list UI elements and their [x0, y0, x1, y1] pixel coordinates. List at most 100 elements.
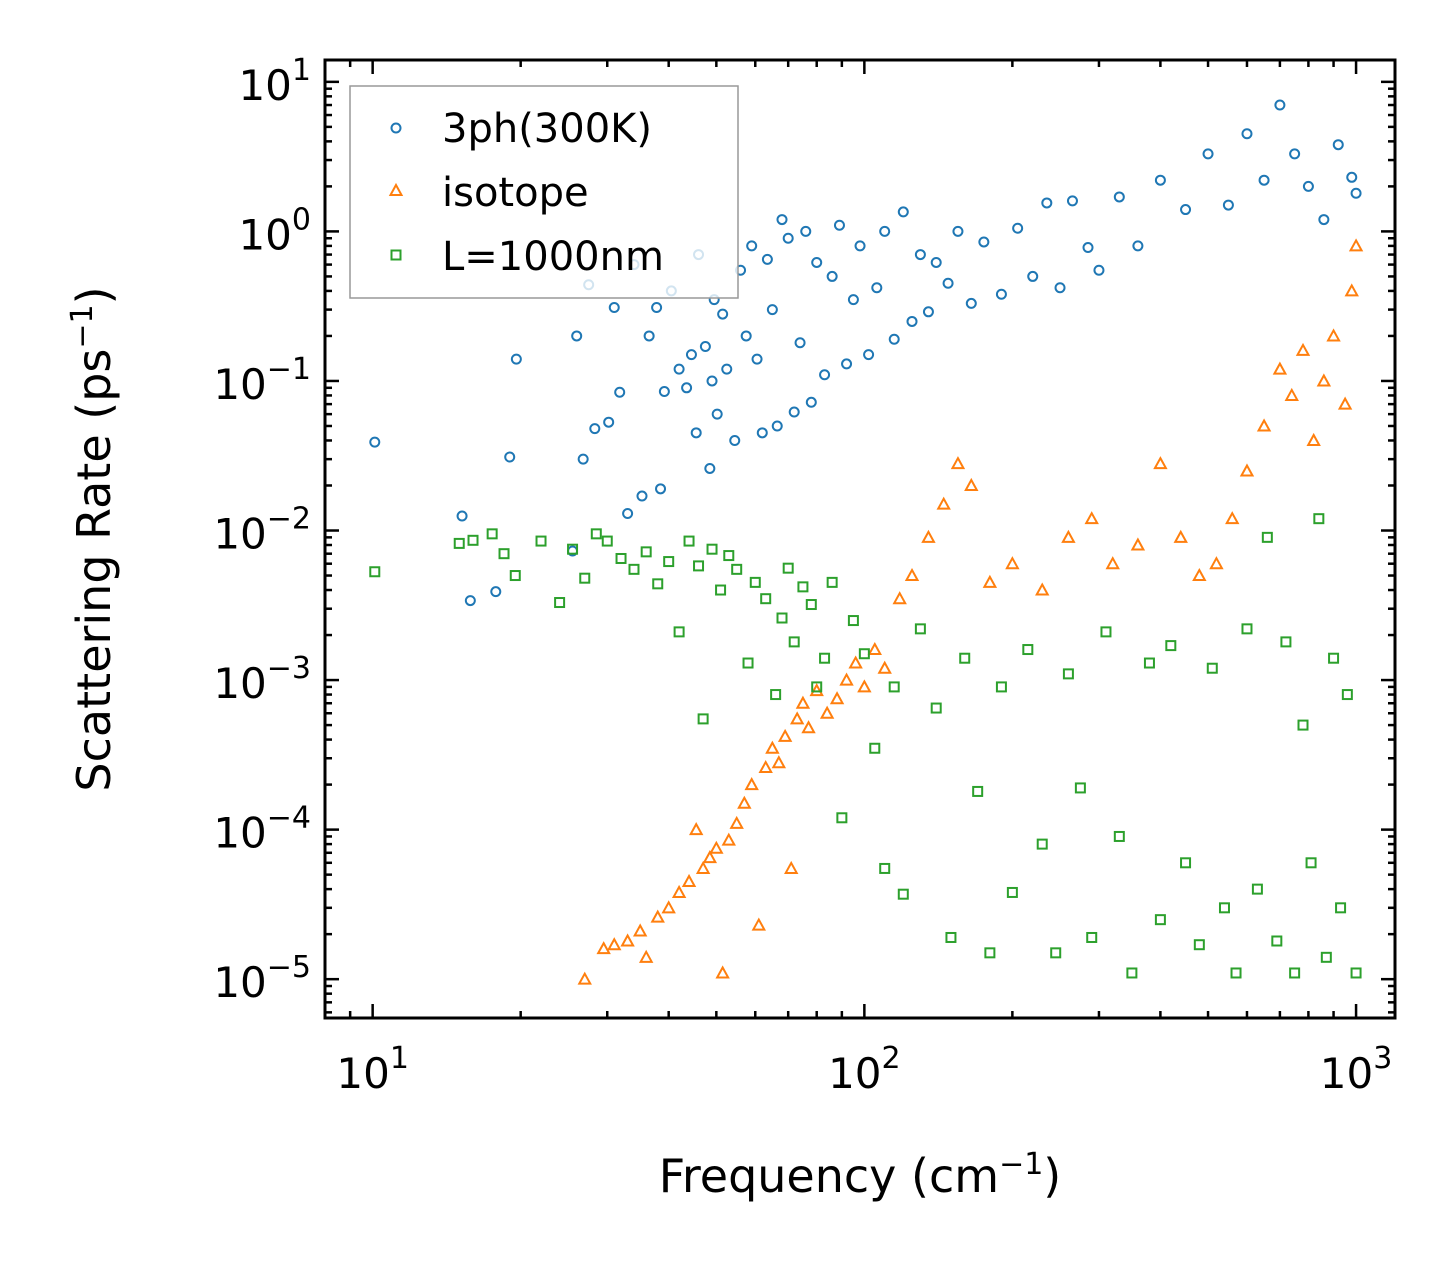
point-0-61	[906, 315, 918, 327]
point-2-49	[984, 947, 996, 959]
point-0-2	[464, 595, 476, 607]
point-2-0	[369, 566, 381, 578]
point-1-30	[829, 691, 845, 705]
point-2-60	[1126, 967, 1138, 979]
point-1-62	[1337, 396, 1353, 410]
point-2-27	[760, 593, 772, 605]
point-2-35	[819, 652, 831, 664]
point-0-90	[1346, 171, 1358, 183]
point-2-13	[628, 563, 640, 575]
point-2-25	[742, 657, 754, 669]
point-1-56	[1272, 361, 1288, 375]
point-2-3	[486, 528, 498, 540]
x-tick-exponent: 3	[1373, 1041, 1392, 1076]
point-0-4	[504, 451, 516, 463]
point-2-12	[615, 552, 627, 564]
point-0-22	[673, 363, 685, 375]
point-2-58	[1100, 626, 1112, 638]
y-tick-label: 101	[238, 53, 311, 110]
point-0-87	[1302, 180, 1314, 192]
series-2	[369, 513, 1362, 979]
legend: 3ph(300K) isotope L=1000nm	[349, 85, 739, 299]
point-0-17	[643, 330, 655, 342]
point-2-16	[663, 556, 675, 568]
point-0-13	[614, 386, 626, 398]
y-tick-exponent: 0	[292, 202, 311, 237]
point-0-55	[854, 240, 866, 252]
x-tick-label: 103	[1320, 1041, 1393, 1098]
point-2-72	[1271, 935, 1283, 947]
point-1-7	[661, 900, 676, 914]
point-1-16	[729, 815, 744, 829]
point-0-76	[1093, 264, 1105, 276]
point-1-8	[671, 884, 687, 898]
point-1-42	[982, 574, 998, 588]
y-tick-label: 10−5	[213, 950, 311, 1007]
point-0-77	[1113, 191, 1125, 203]
x-tick-exponent: 2	[882, 1041, 901, 1076]
legend-marker-l1000nm	[390, 249, 402, 261]
point-1-35	[877, 660, 892, 674]
point-1-63	[1344, 283, 1359, 297]
point-1-5	[638, 949, 654, 963]
point-1-47	[1105, 556, 1120, 570]
point-2-46	[945, 931, 957, 943]
point-1-34	[867, 641, 882, 656]
point-2-61	[1143, 657, 1155, 669]
x-axis-label: Frequency (cm−1)	[659, 1147, 1062, 1203]
point-2-47	[959, 652, 971, 664]
point-1-3	[620, 933, 635, 947]
point-0-78	[1132, 240, 1144, 252]
point-0-88	[1318, 214, 1330, 226]
point-0-46	[794, 337, 806, 349]
point-2-32	[797, 581, 809, 593]
point-0-10	[589, 423, 601, 435]
point-2-7	[554, 597, 566, 609]
point-2-15	[652, 578, 664, 590]
point-2-54	[1050, 947, 1062, 959]
y-tick-label: 10−4	[213, 801, 311, 858]
point-2-20	[697, 713, 709, 725]
point-0-86	[1289, 148, 1301, 160]
point-1-17	[737, 795, 752, 809]
point-0-38	[751, 353, 763, 365]
x-tick-base: 10	[828, 1049, 881, 1098]
point-1-0	[577, 971, 592, 985]
point-0-32	[717, 308, 729, 320]
point-2-65	[1193, 939, 1205, 951]
point-2-75	[1297, 719, 1309, 731]
point-2-29	[776, 612, 788, 624]
point-2-66	[1206, 662, 1218, 674]
point-2-40	[869, 742, 881, 754]
x-tick-exponent: 1	[390, 1041, 409, 1076]
point-0-68	[978, 236, 990, 248]
point-0-40	[761, 253, 773, 265]
point-0-85	[1274, 99, 1286, 111]
point-2-48	[972, 785, 984, 797]
point-0-37	[746, 240, 758, 252]
point-0-84	[1258, 174, 1270, 186]
point-2-44	[914, 623, 926, 635]
point-0-79	[1154, 174, 1166, 186]
point-2-31	[788, 636, 800, 648]
point-0-24	[685, 349, 697, 361]
point-0-7	[571, 330, 583, 342]
point-0-43	[776, 214, 788, 226]
y-tick-base: 10	[238, 210, 291, 259]
point-0-8	[577, 453, 589, 465]
point-1-1	[596, 941, 611, 955]
point-0-27	[699, 340, 711, 352]
point-2-77	[1313, 513, 1325, 525]
point-1-26	[795, 695, 811, 709]
point-2-59	[1113, 830, 1125, 842]
point-2-37	[836, 812, 848, 824]
point-2-18	[683, 535, 695, 547]
point-1-28	[809, 683, 824, 697]
point-1-33	[857, 679, 872, 693]
point-2-71	[1261, 531, 1273, 543]
point-2-63	[1165, 640, 1177, 652]
point-2-64	[1180, 857, 1192, 869]
point-0-28	[704, 462, 716, 474]
point-0-20	[658, 386, 670, 398]
point-1-24	[784, 860, 799, 874]
